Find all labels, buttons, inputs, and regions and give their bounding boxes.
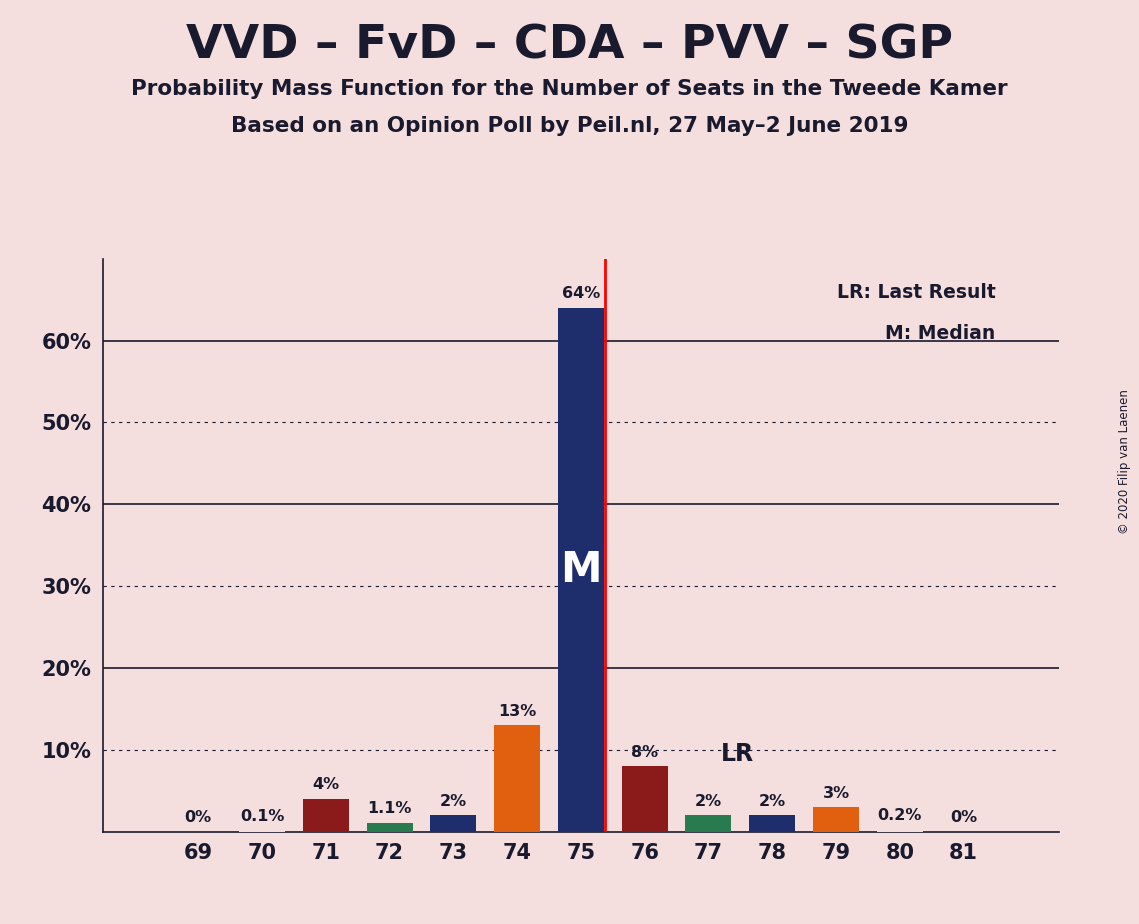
Bar xyxy=(877,830,923,832)
Bar xyxy=(303,799,349,832)
Text: 2%: 2% xyxy=(440,794,467,808)
Bar xyxy=(622,766,667,832)
Text: 0.2%: 0.2% xyxy=(878,808,921,823)
Text: 0%: 0% xyxy=(950,810,977,825)
Text: 8%: 8% xyxy=(631,745,658,760)
Text: 13%: 13% xyxy=(498,704,536,719)
Bar xyxy=(431,815,476,832)
Text: Based on an Opinion Poll by Peil.nl, 27 May–2 June 2019: Based on an Opinion Poll by Peil.nl, 27 … xyxy=(231,116,908,136)
Bar xyxy=(367,822,412,832)
Text: 1.1%: 1.1% xyxy=(368,801,411,816)
Text: 64%: 64% xyxy=(562,286,600,301)
Bar xyxy=(494,725,540,832)
Bar xyxy=(749,815,795,832)
Text: 4%: 4% xyxy=(312,777,339,792)
Text: 0.1%: 0.1% xyxy=(240,809,284,824)
Text: VVD – FvD – CDA – PVV – SGP: VVD – FvD – CDA – PVV – SGP xyxy=(186,23,953,68)
Text: M: M xyxy=(560,549,601,590)
Bar xyxy=(686,815,731,832)
Text: 2%: 2% xyxy=(695,794,722,808)
Text: 3%: 3% xyxy=(822,785,850,800)
Text: 2%: 2% xyxy=(759,794,786,808)
Bar xyxy=(813,807,859,832)
Text: © 2020 Filip van Laenen: © 2020 Filip van Laenen xyxy=(1118,390,1131,534)
Text: 0%: 0% xyxy=(185,810,212,825)
Text: Probability Mass Function for the Number of Seats in the Tweede Kamer: Probability Mass Function for the Number… xyxy=(131,79,1008,99)
Text: LR: Last Result: LR: Last Result xyxy=(837,284,995,302)
Text: M: Median: M: Median xyxy=(885,324,995,343)
Bar xyxy=(558,308,604,832)
Text: LR: LR xyxy=(721,742,754,766)
